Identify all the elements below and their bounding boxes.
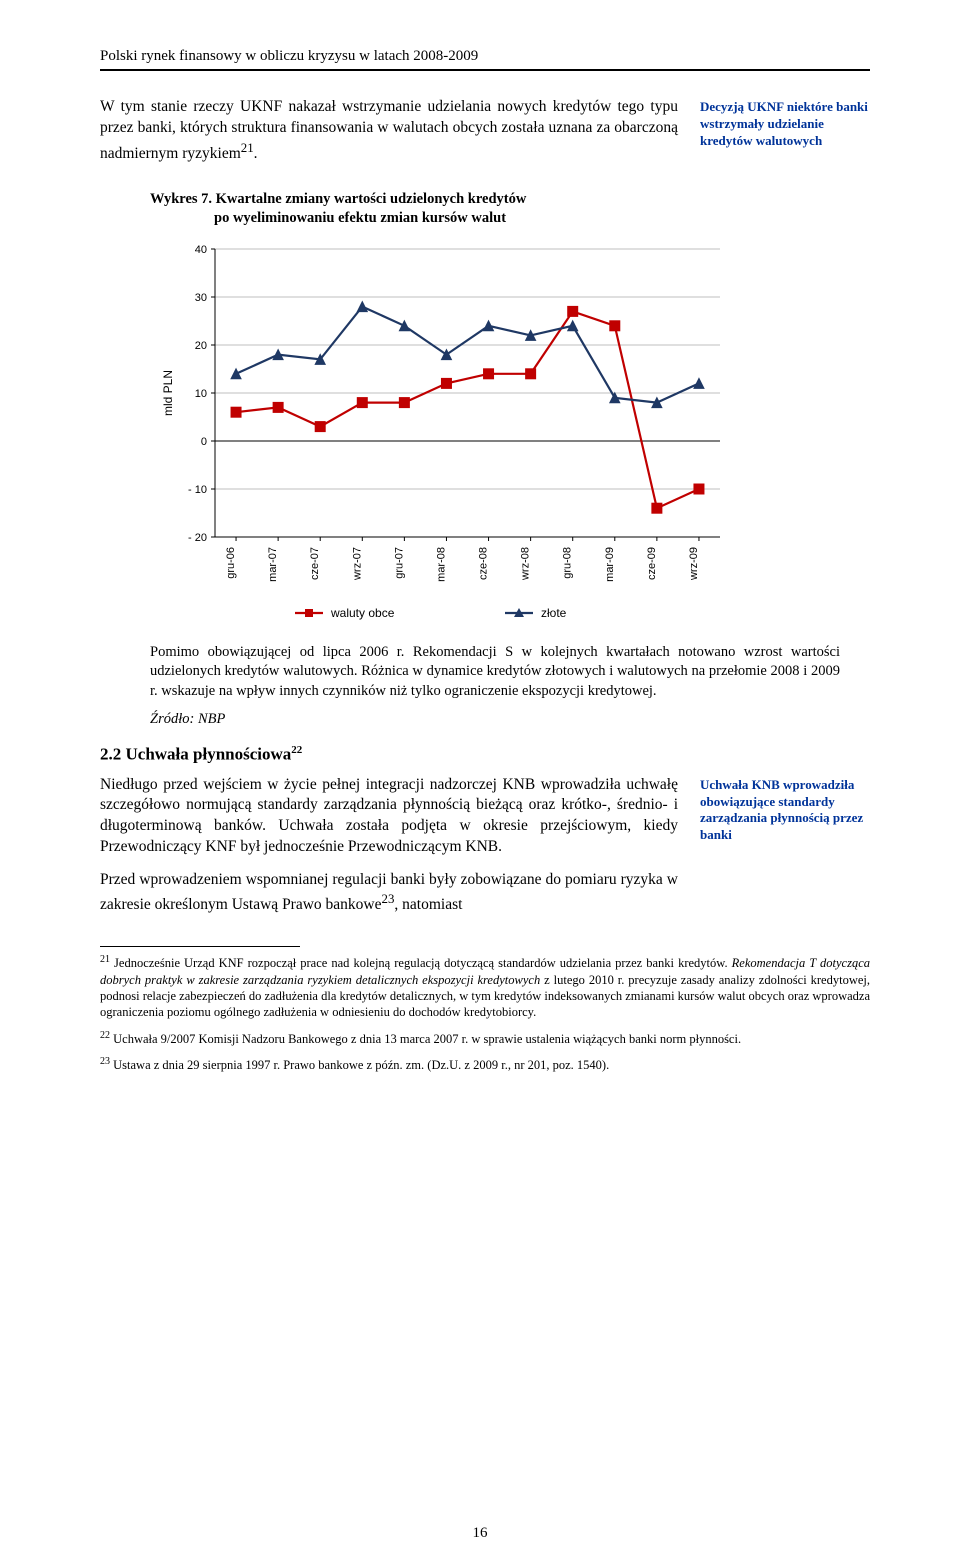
svg-text:20: 20 (195, 340, 207, 352)
svg-text:mld PLN: mld PLN (161, 370, 175, 416)
side-note-1: Decyzją UKNF niektóre banki wstrzymały u… (700, 99, 870, 150)
svg-text:waluty obce: waluty obce (330, 606, 395, 620)
footnote-ref-23: 23 (382, 891, 395, 906)
section-heading-text: 2.2 Uchwała płynnościowa (100, 745, 291, 764)
svg-text:40: 40 (195, 244, 207, 256)
footnote-22-num: 22 (100, 1030, 110, 1041)
svg-text:- 10: - 10 (188, 484, 207, 496)
svg-text:mar-07: mar-07 (267, 547, 279, 582)
footnote-22-text: Uchwała 9/2007 Komisji Nadzoru Bankowego… (113, 1032, 741, 1046)
footnote-23-num: 23 (100, 1056, 110, 1067)
svg-text:30: 30 (195, 292, 207, 304)
chart-caption: Pomimo obowiązującej od lipca 2006 r. Re… (150, 643, 840, 701)
chart-wykres-7: Wykres 7. Kwartalne zmiany wartości udzi… (150, 190, 840, 626)
section-heading-2-2: 2.2 Uchwała płynnościowa22 (100, 744, 870, 765)
paragraph-2: Niedługo przed wejściem w życie pełnej i… (100, 775, 678, 858)
svg-text:gru-06: gru-06 (225, 547, 237, 579)
page-number: 16 (0, 1525, 960, 1542)
footnote-separator (100, 946, 300, 947)
footnote-21: 21 Jednocześnie Urząd KNF rozpoczął prac… (100, 953, 870, 1020)
para1-end: . (254, 145, 258, 162)
svg-text:gru-08: gru-08 (562, 547, 574, 579)
svg-text:wrz-08: wrz-08 (520, 547, 532, 581)
svg-text:mar-08: mar-08 (435, 547, 447, 582)
side-note-2: Uchwała KNB wprowadziła obowiązujące sta… (700, 777, 870, 845)
header-rule (100, 69, 870, 71)
running-header: Polski rynek finansowy w obliczu kryzysu… (100, 48, 870, 65)
para3-b: , natomiast (394, 897, 462, 914)
footnote-ref-22: 22 (291, 744, 302, 756)
paragraph-3: Przed wprowadzeniem wspomnianej regulacj… (100, 870, 678, 917)
chart-title-line2: po wyeliminowaniu efektu zmian kursów wa… (150, 210, 506, 226)
svg-text:0: 0 (201, 436, 207, 448)
footnote-21-text: Jednocześnie Urząd KNF rozpoczął prace n… (100, 957, 870, 1020)
chart-source: Źródło: NBP (150, 711, 840, 728)
svg-text:cze-08: cze-08 (478, 547, 490, 580)
chart-title: Wykres 7. Kwartalne zmiany wartości udzi… (150, 190, 840, 226)
svg-text:10: 10 (195, 388, 207, 400)
footnote-23-text: Ustawa z dnia 29 sierpnia 1997 r. Prawo … (113, 1058, 609, 1072)
svg-text:mar-09: mar-09 (604, 547, 616, 582)
svg-text:cze-07: cze-07 (309, 547, 321, 580)
chart-svg: - 20 - 10 0 10 20 30 40 mld PLN gru-06 mar-07 cze-… (150, 237, 740, 627)
footnote-23: 23 Ustawa z dnia 29 sierpnia 1997 r. Pra… (100, 1055, 870, 1073)
footnote-22: 22 Uchwała 9/2007 Komisji Nadzoru Bankow… (100, 1029, 870, 1047)
footnote-21-num: 21 (100, 954, 110, 965)
footnote-ref-21: 21 (241, 140, 254, 155)
chart-title-line1: Wykres 7. Kwartalne zmiany wartości udzi… (150, 191, 526, 207)
svg-text:wrz-09: wrz-09 (688, 547, 700, 581)
svg-text:cze-09: cze-09 (646, 547, 658, 580)
para1-text: W tym stanie rzeczy UKNF nakazał wstrzym… (100, 98, 678, 162)
paragraph-1: W tym stanie rzeczy UKNF nakazał wstrzym… (100, 97, 678, 164)
svg-text:gru-07: gru-07 (393, 547, 405, 579)
svg-text:wrz-07: wrz-07 (351, 547, 363, 581)
svg-text:złote: złote (541, 606, 567, 620)
svg-text:- 20: - 20 (188, 532, 207, 544)
